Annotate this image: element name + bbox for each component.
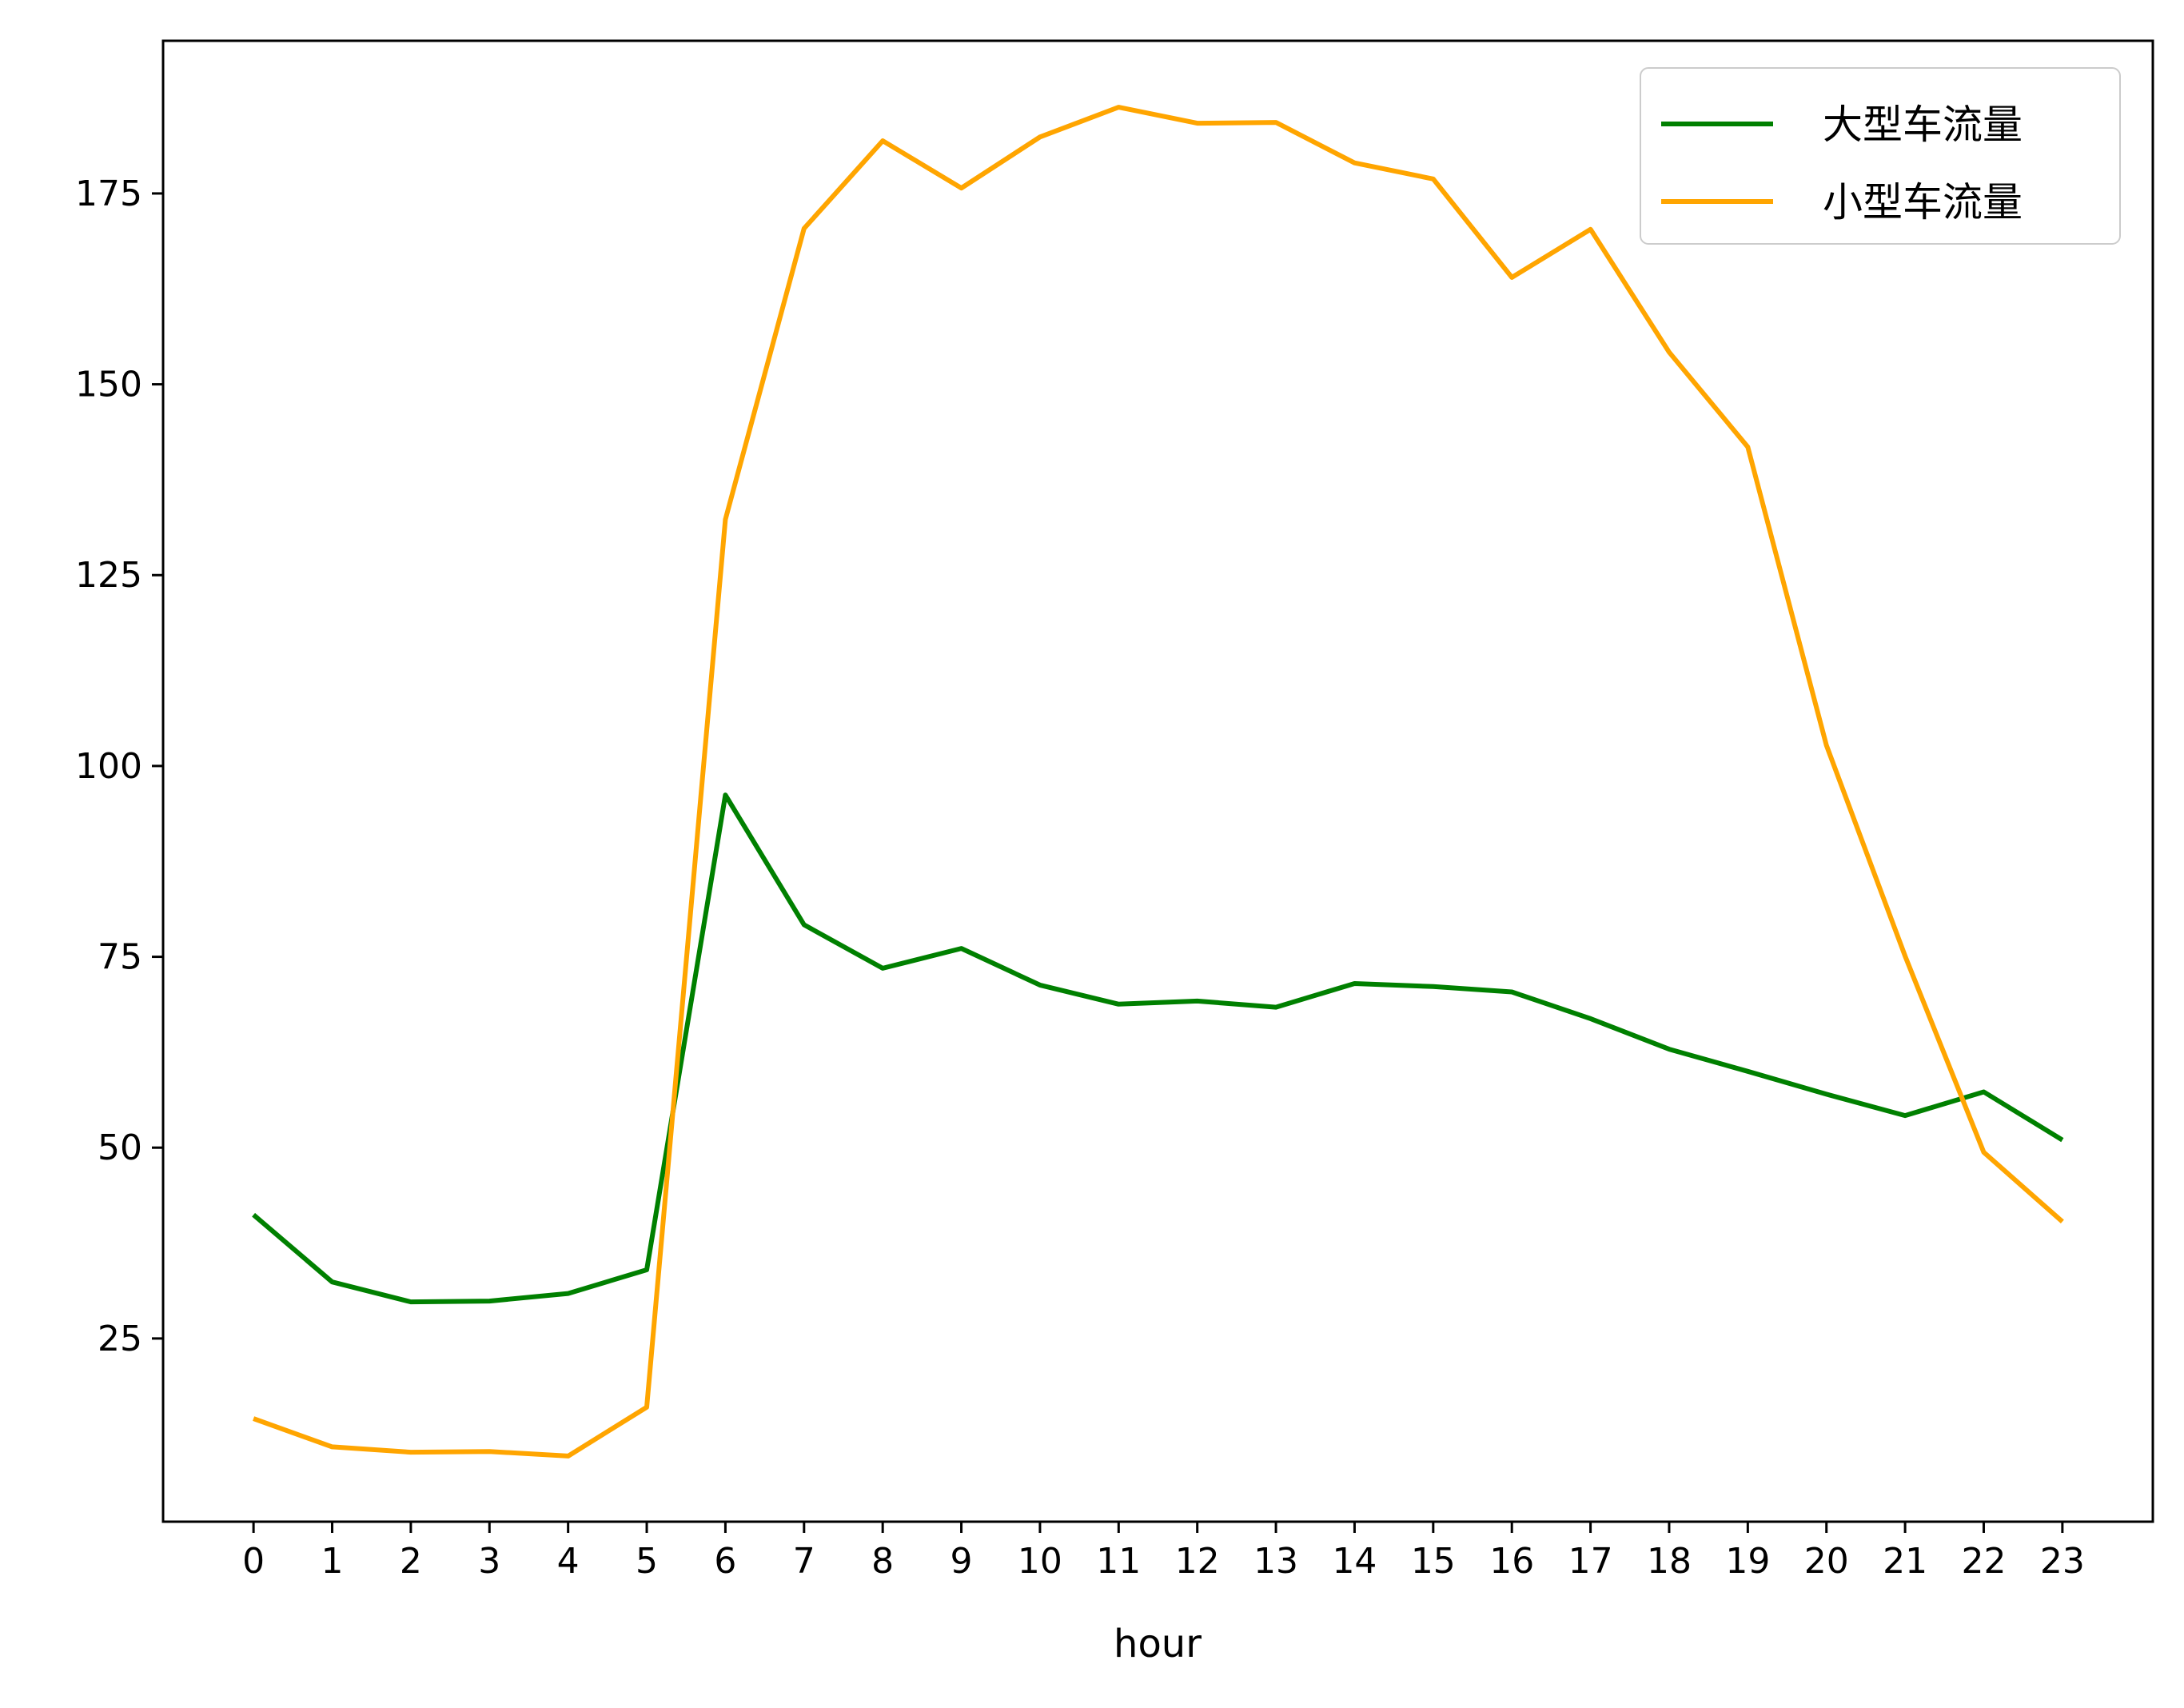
x-tick-label: 6 xyxy=(714,1541,736,1582)
x-tick-label: 17 xyxy=(1568,1541,1613,1582)
x-tick-label: 9 xyxy=(951,1541,973,1582)
x-tick-label: 10 xyxy=(1018,1541,1062,1582)
x-axis-title: hour xyxy=(1114,1622,1202,1666)
x-tick-label: 2 xyxy=(400,1541,422,1582)
x-tick-label: 1 xyxy=(321,1541,344,1582)
y-tick-label: 125 xyxy=(75,555,142,596)
series-line-1 xyxy=(252,792,2064,1305)
y-axis-ticks: 25 50 75 100 125 150 175 xyxy=(75,174,163,1359)
x-tick-label: 5 xyxy=(636,1541,658,1582)
x-tick-label: 21 xyxy=(1883,1541,1927,1582)
x-tick-label: 15 xyxy=(1411,1541,1456,1582)
y-tick-label: 175 xyxy=(75,174,142,214)
x-tick-label: 14 xyxy=(1332,1541,1377,1582)
y-tick-label: 50 xyxy=(98,1127,142,1168)
x-tick-label: 16 xyxy=(1489,1541,1534,1582)
x-tick-label: 19 xyxy=(1725,1541,1770,1582)
series-layer xyxy=(252,105,2064,1459)
legend-label-2: 小型车流量 xyxy=(1823,179,2023,225)
y-tick-label: 75 xyxy=(98,937,142,978)
x-tick-label: 12 xyxy=(1175,1541,1220,1582)
y-tick-label: 100 xyxy=(75,746,142,787)
x-tick-label: 4 xyxy=(557,1541,580,1582)
legend-label-1: 大型车流量 xyxy=(1823,102,2023,148)
x-tick-label: 0 xyxy=(242,1541,265,1582)
x-tick-label: 18 xyxy=(1647,1541,1692,1582)
x-tick-label: 8 xyxy=(871,1541,894,1582)
x-tick-label: 13 xyxy=(1253,1541,1298,1582)
x-tick-label: 3 xyxy=(478,1541,500,1582)
x-tick-label: 20 xyxy=(1804,1541,1849,1582)
x-tick-label: 11 xyxy=(1096,1541,1141,1582)
x-axis-ticks: 0 1 2 3 4 5 6 7 8 9 10 11 12 13 14 15 16 17 18 19 20 21 22 23 xyxy=(242,1522,2085,1582)
x-tick-label: 7 xyxy=(793,1541,815,1582)
y-tick-label: 150 xyxy=(75,365,142,405)
series-line-2 xyxy=(253,105,2064,1459)
plot-area-frame xyxy=(161,39,2154,1523)
y-tick-label: 25 xyxy=(98,1319,142,1359)
x-tick-label: 23 xyxy=(2040,1541,2085,1582)
x-tick-label: 22 xyxy=(1961,1541,2006,1582)
